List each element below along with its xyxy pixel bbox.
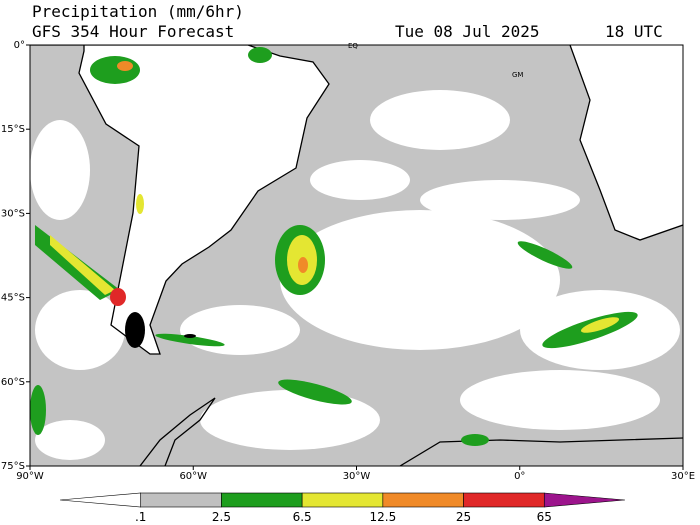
- islands: [125, 312, 196, 348]
- colorbar-segment: [221, 492, 303, 508]
- colorbar-label: 12.5: [369, 510, 396, 524]
- lon-label: 30°W: [343, 471, 371, 482]
- colorbar-label: 25: [456, 510, 471, 524]
- colorbar: .1 2.5 6.5 12.5 25 65: [59, 492, 626, 524]
- africa-coast: [569, 45, 683, 241]
- precip-cells: [30, 47, 638, 446]
- title: Precipitation (mm/6hr): [32, 2, 244, 21]
- lat-label: 45°S: [1, 293, 25, 304]
- subtitle: GFS 354 Hour Forecast: [32, 22, 234, 41]
- lat-label: 15°S: [1, 124, 25, 135]
- antarctica-coast: [139, 397, 683, 466]
- lon-label: 30°E: [671, 471, 695, 482]
- date: Tue 08 Jul 2025: [395, 22, 540, 41]
- colorbar-cap: [543, 492, 626, 508]
- colorbar-label: .1: [135, 510, 146, 524]
- axes: 0° 15°S 30°S 45°S 60°S 75°S90°W 60°W 30°W 0° 30°E: [1, 40, 695, 482]
- colorbar-cap: [59, 492, 142, 508]
- lat-label: 75°S: [1, 461, 25, 472]
- time: 18 UTC: [605, 22, 663, 41]
- south-america: [30, 45, 330, 355]
- meridian-label: GM: [512, 71, 523, 79]
- lon-label: 90°W: [16, 471, 44, 482]
- map-field: [30, 45, 683, 466]
- lat-label: 0°: [14, 40, 25, 51]
- lat-label: 30°S: [1, 208, 25, 219]
- colorbar-label: 65: [537, 510, 552, 524]
- colorbar-label: 2.5: [212, 510, 231, 524]
- equator-label: EQ: [348, 42, 358, 50]
- colorbar-segment: [463, 492, 545, 508]
- colorbar-segment: [382, 492, 464, 508]
- lon-label: 0°: [514, 471, 525, 482]
- colorbar-segment: [140, 492, 222, 508]
- colorbar-segment: [301, 492, 384, 508]
- lat-label: 60°S: [1, 377, 25, 388]
- africa: [570, 45, 683, 466]
- map: EQ GM 0° 15°S 30°S 45°S 60°S 75°S90°W 60°W 30°W…: [1, 40, 695, 482]
- lon-label: 60°W: [179, 471, 207, 482]
- clear-areas: [30, 90, 680, 460]
- colorbar-label: 6.5: [293, 510, 312, 524]
